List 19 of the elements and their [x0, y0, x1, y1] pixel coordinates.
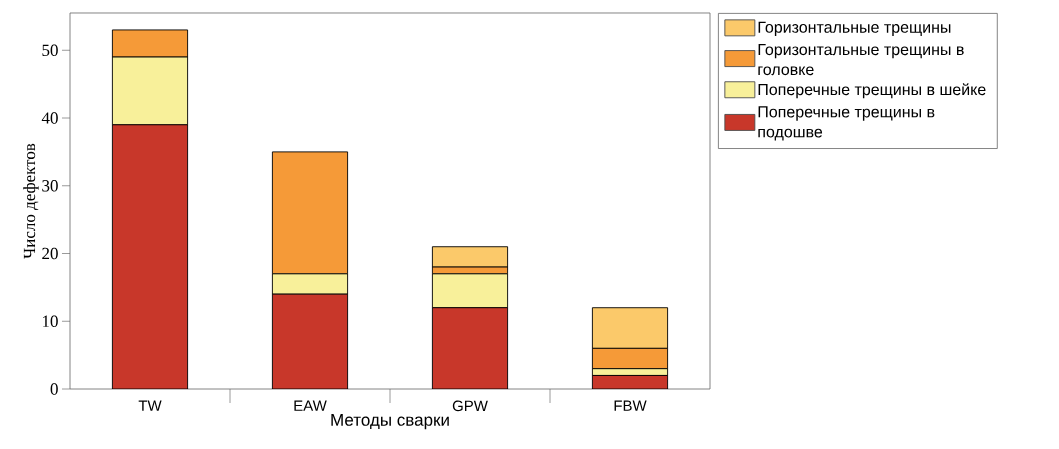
y-tick-label: 0	[50, 383, 58, 395]
x-tick-label: EAW	[294, 400, 327, 411]
legend-label: Горизонтальные трещины	[758, 21, 951, 37]
bar	[431, 307, 509, 389]
y-tick-label: 50	[42, 44, 58, 56]
x-tick-label: FBW	[614, 400, 647, 411]
legend-label: Поперечные трещины в подошве	[758, 106, 935, 141]
y-tick-label: 30	[42, 180, 58, 192]
bar	[111, 124, 189, 389]
legend-label: Горизонтальные трещины в головке	[758, 44, 964, 76]
bar	[271, 293, 349, 389]
y-tick-label: 40	[41, 112, 58, 124]
y-axis-title: Число дефектов	[23, 143, 39, 259]
x-tick-label: GPW	[452, 400, 488, 412]
legend-label: Поперечные трещины в шейке	[758, 83, 986, 99]
y-tick-label: 10	[42, 315, 58, 327]
y-tick-label: 20	[42, 247, 58, 260]
x-axis-title: Методы сварки	[331, 413, 449, 430]
x-tick-label: TW	[138, 400, 162, 411]
